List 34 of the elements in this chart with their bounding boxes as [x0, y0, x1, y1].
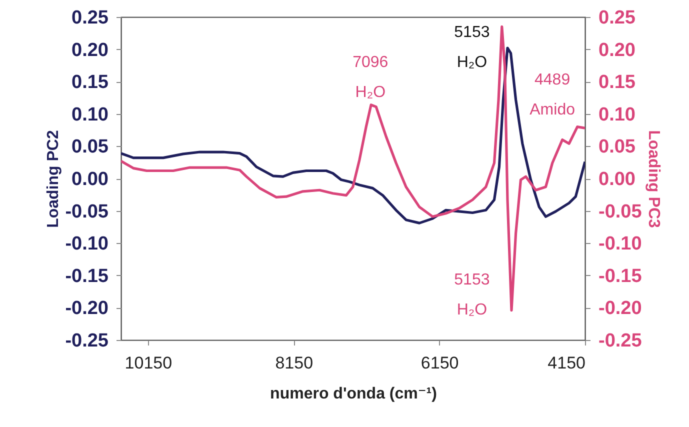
y-tick-label: -0.20 [65, 298, 108, 320]
x-tick-label: 6150 [420, 354, 459, 372]
x-tick-label: 10150 [124, 354, 172, 372]
y-tick-label: 0.25 [72, 8, 109, 28]
annotation: 5153 H₂O [454, 24, 490, 72]
y2-tick-label: 0.05 [598, 136, 636, 158]
y-tick-label: 0.05 [72, 136, 109, 158]
y2-axis-title: Loading PC3 [644, 130, 662, 228]
y2-tick-label: 0.20 [598, 40, 636, 61]
y-tick-label: -0.10 [65, 234, 108, 255]
y-axis-title: Loading PC2 [45, 130, 62, 228]
line-series [121, 46, 585, 224]
y2-tick-label: 0.10 [598, 104, 636, 126]
y2-tick-label: 0.00 [598, 169, 636, 190]
y-tick-label: -0.05 [65, 201, 109, 222]
y-tick-label: -0.15 [65, 266, 109, 287]
y2-tick-label: -0.25 [598, 330, 642, 352]
x-tick-label: 4150 [548, 354, 586, 372]
y2-tick-label: -0.15 [598, 266, 642, 287]
annotation: 5153 H₂O [454, 271, 490, 318]
annotation: 7096 H₂O [352, 54, 388, 101]
y2-tick-label: 0.25 [598, 8, 636, 28]
annotation: 4489 Amido [530, 72, 576, 119]
y2-tick-label: -0.05 [598, 201, 642, 222]
y-tick-label: -0.25 [65, 330, 109, 352]
y-tick-label: 0.15 [72, 72, 109, 94]
y-tick-label: 0.20 [72, 40, 108, 61]
y2-tick-label: 0.15 [598, 72, 636, 94]
y-tick-label: 0.10 [72, 104, 108, 126]
y2-tick-label: -0.10 [598, 234, 642, 255]
y2-tick-label: -0.20 [598, 298, 642, 320]
x-tick-label: 8150 [275, 354, 314, 372]
y-tick-label: 0.00 [72, 169, 108, 190]
x-axis-title: numero d'onda (cm⁻¹) [270, 386, 437, 402]
